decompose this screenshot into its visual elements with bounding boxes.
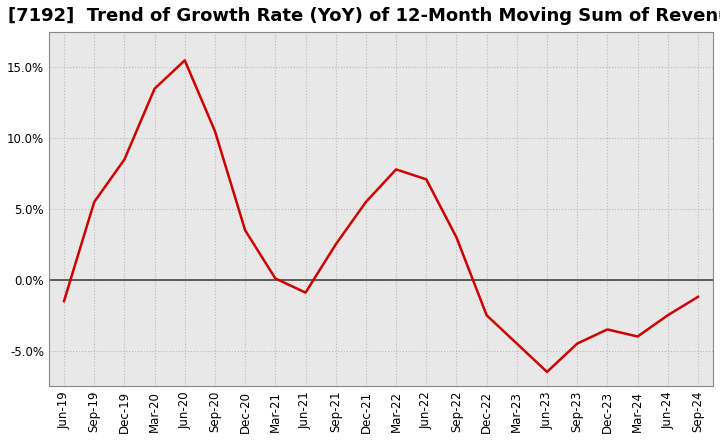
Title: [7192]  Trend of Growth Rate (YoY) of 12-Month Moving Sum of Revenues: [7192] Trend of Growth Rate (YoY) of 12-… xyxy=(8,7,720,25)
